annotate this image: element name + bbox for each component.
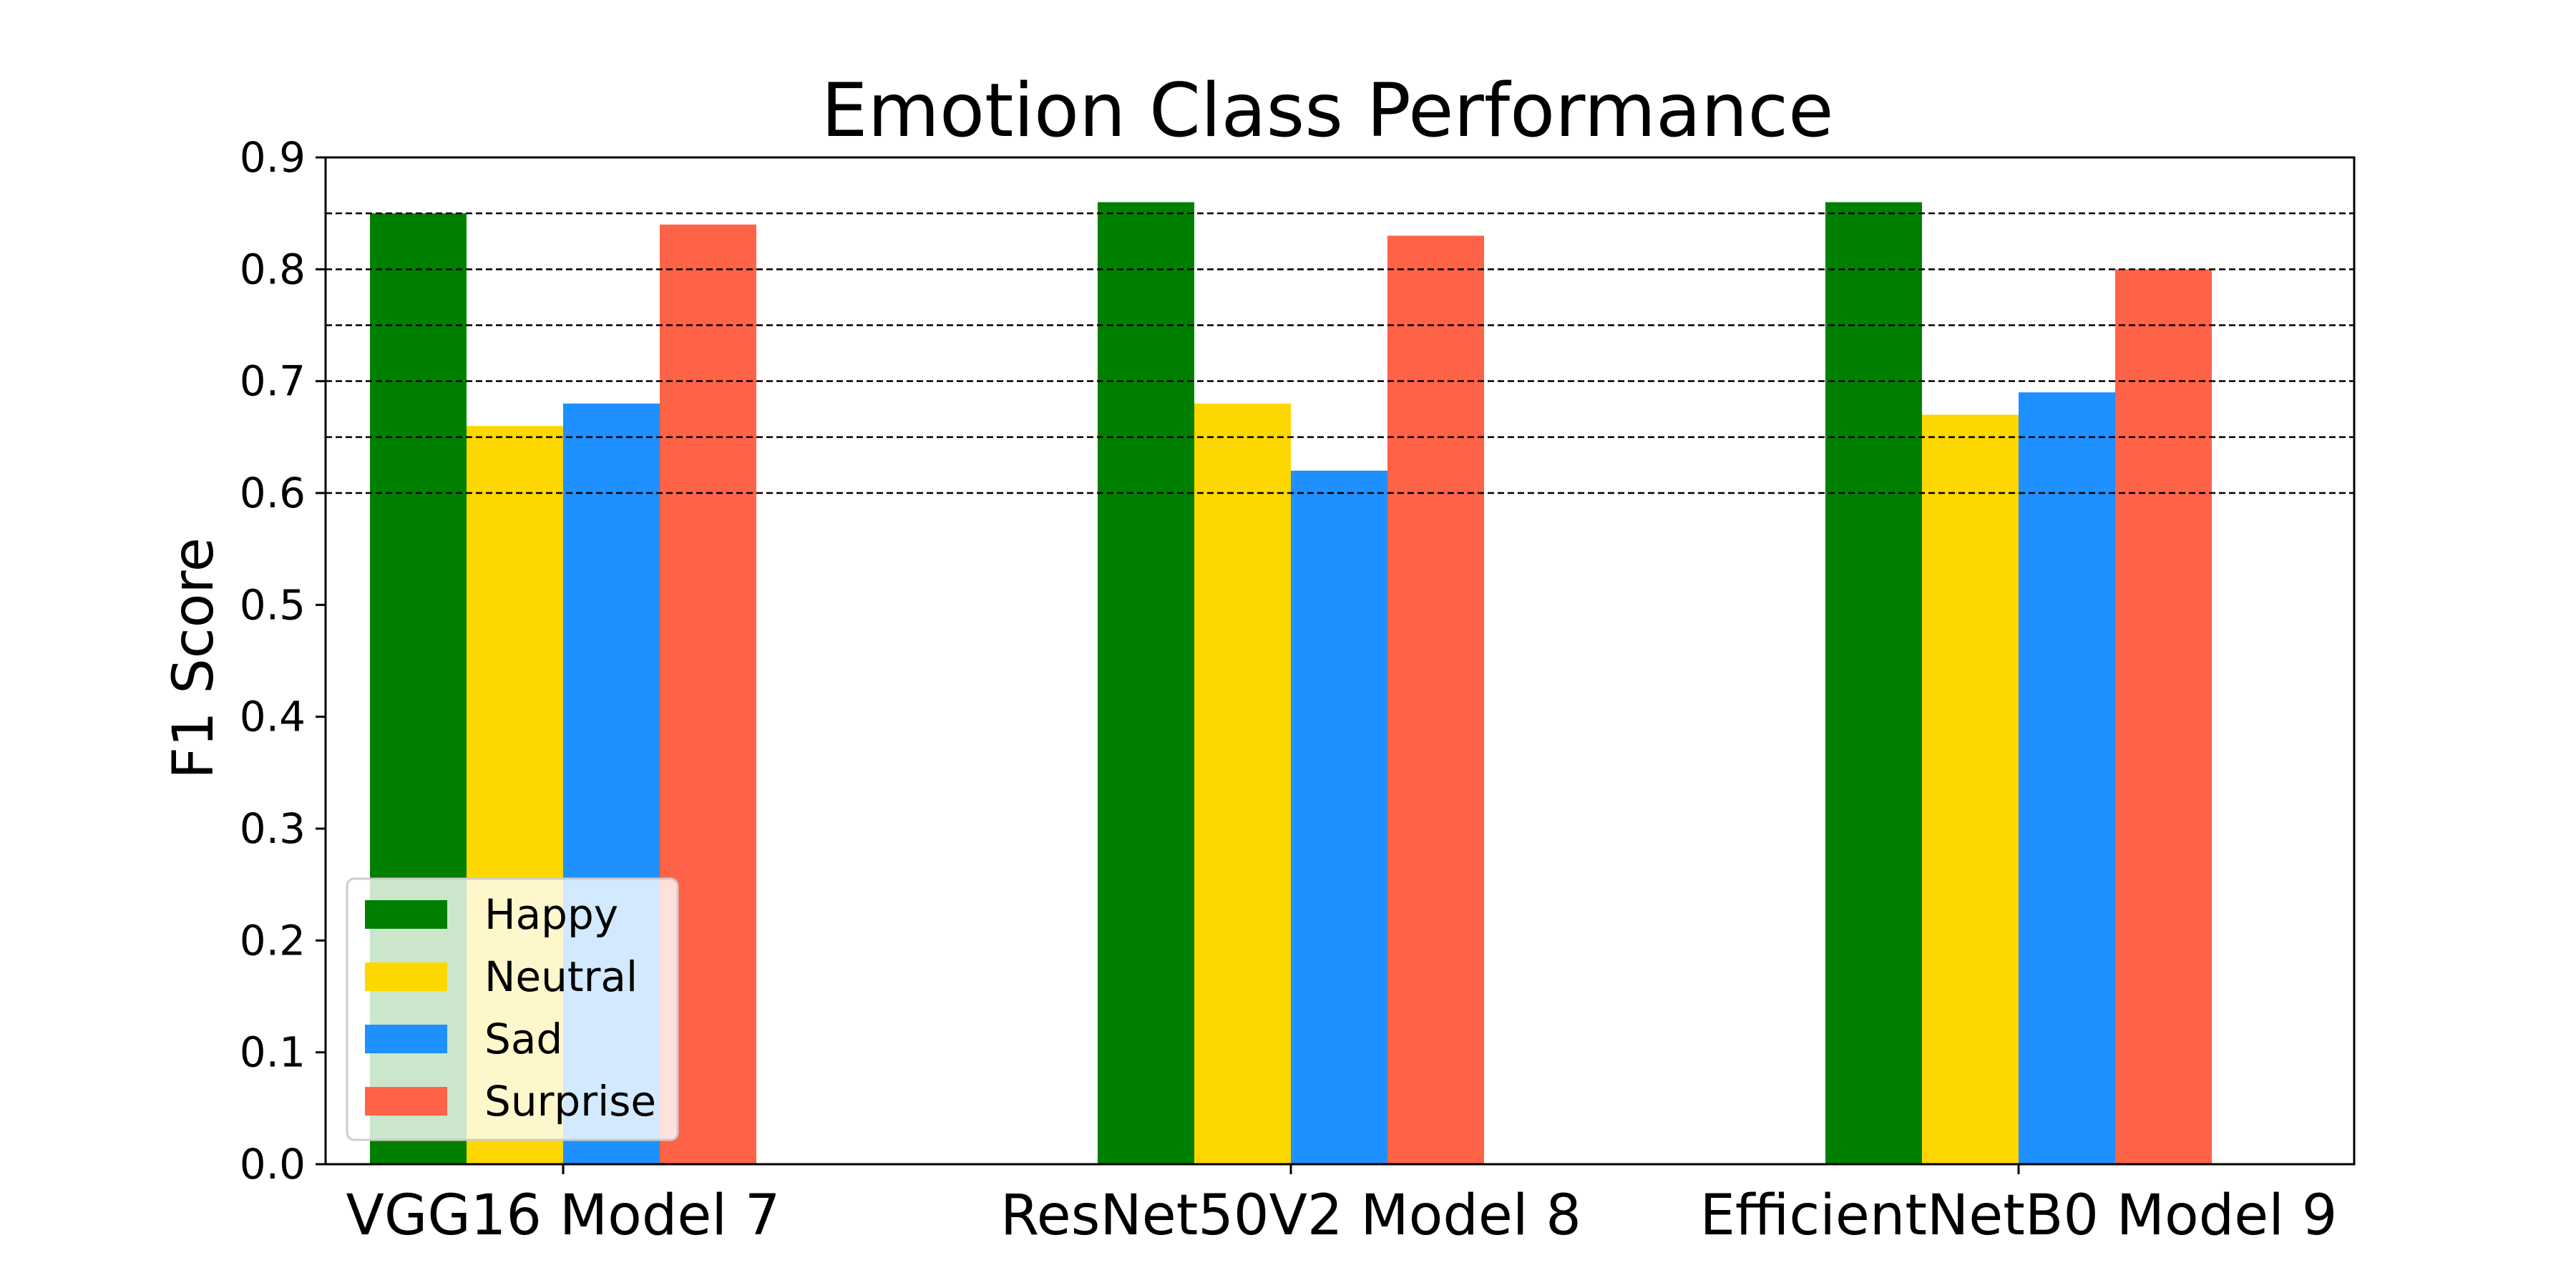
legend-swatch-sad <box>365 1025 447 1053</box>
legend-label-surprise: Surprise <box>484 1077 656 1126</box>
y-tick-label: 0.4 <box>240 693 306 741</box>
legend-swatch-surprise <box>365 1087 447 1116</box>
legend-swatch-neutral <box>365 962 447 991</box>
plot-frame <box>324 156 2356 1166</box>
y-axis-label: F1 Score <box>162 537 226 779</box>
y-tick-label: 0.5 <box>240 580 306 629</box>
bar-happy-2 <box>1098 202 1194 1164</box>
y-tick-label: 0.1 <box>240 1028 306 1077</box>
bar-sad-3 <box>2019 392 2115 1164</box>
y-tick-label: 0.3 <box>240 804 306 853</box>
bar-neutral-3 <box>1922 414 2019 1164</box>
legend-label-happy: Happy <box>484 890 618 939</box>
bar-happy-3 <box>1825 202 1922 1164</box>
legend: Happy Neutral Sad Surprise <box>346 877 679 1141</box>
legend-box <box>346 877 679 1141</box>
y-tick-label: 0.2 <box>240 916 306 965</box>
legend-label-sad: Sad <box>484 1015 562 1063</box>
y-tick-label: 0.7 <box>240 357 306 406</box>
bar-surprise-3 <box>2115 269 2212 1164</box>
legend-label-neutral: Neutral <box>484 952 638 1001</box>
x-tick-label: EfficientNetB0 Model 9 <box>1700 1184 2338 1248</box>
bar-surprise-2 <box>1387 235 1484 1164</box>
bar-sad-2 <box>1291 470 1387 1164</box>
legend-swatch-happy <box>365 900 447 929</box>
y-tick-label: 0.8 <box>240 245 306 293</box>
y-tick-label: 0.6 <box>240 469 306 517</box>
plot-area: 0.0 0.1 0.2 0.3 0.4 0.5 0.6 0.7 0.8 0.9 VGG16 Mode… <box>240 133 2356 1248</box>
x-tick-label: ResNet50V2 Model 8 <box>1000 1184 1581 1248</box>
chart-title: Emotion Class Performance <box>821 68 1834 154</box>
bar-neutral-2 <box>1194 403 1291 1164</box>
y-tick-label: 0.9 <box>240 133 306 182</box>
y-tick-label: 0.0 <box>240 1140 306 1189</box>
x-tick-label: VGG16 Model 7 <box>346 1184 781 1248</box>
